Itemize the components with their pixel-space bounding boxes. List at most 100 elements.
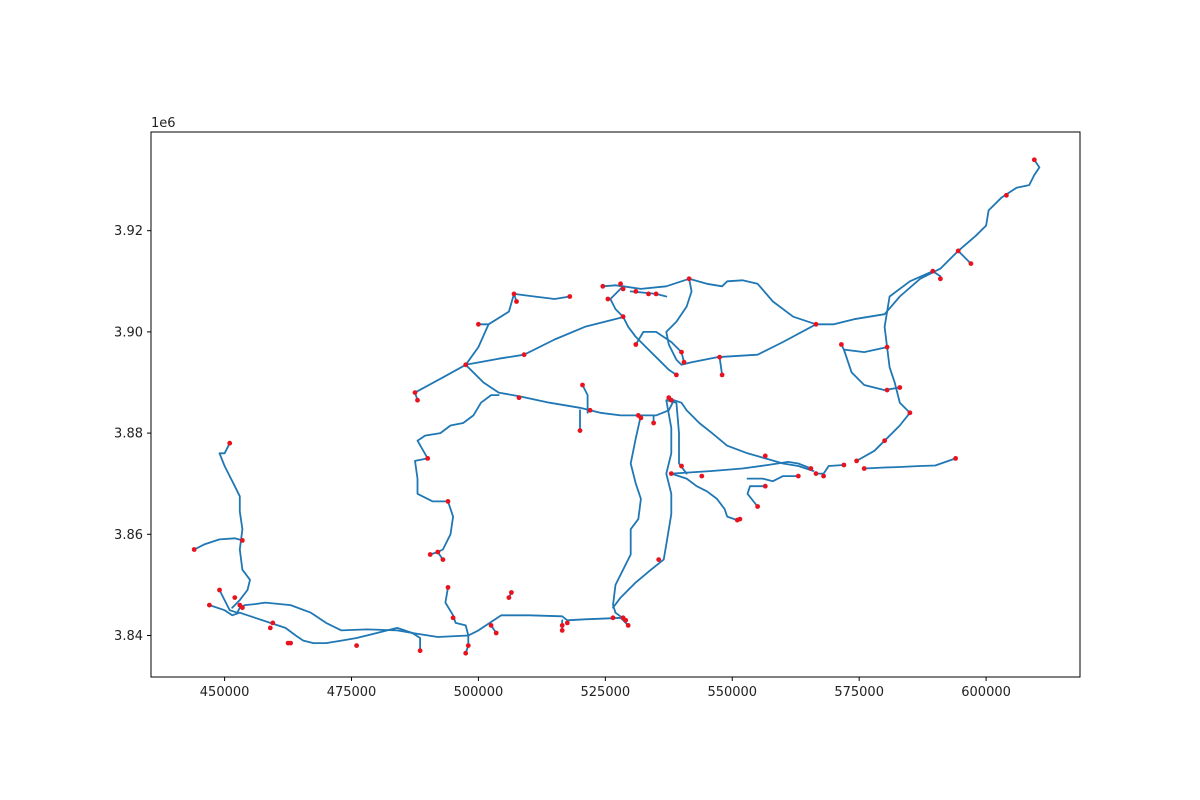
y-axis: 3.84 3.86 3.88 3.90 3.92 (114, 224, 151, 644)
data-point (506, 595, 512, 600)
data-point (514, 299, 519, 304)
x-tick-label: 475000 (327, 685, 377, 700)
data-point (270, 620, 276, 626)
data-point (463, 650, 469, 656)
network-line (208, 604, 422, 652)
data-point (656, 557, 662, 562)
data-point (564, 620, 570, 626)
data-point (623, 617, 629, 623)
network-line (612, 414, 642, 622)
network-line (815, 464, 845, 475)
data-point (955, 248, 961, 254)
x-tick-label: 450000 (200, 685, 250, 700)
network-line (670, 460, 812, 475)
data-point (511, 291, 517, 297)
network-line (840, 343, 888, 354)
network-line (746, 485, 767, 508)
data-point (559, 623, 565, 628)
data-point (651, 420, 656, 426)
network-line (464, 363, 637, 417)
network-line (746, 475, 800, 483)
network-line (411, 632, 470, 638)
data-point (267, 625, 273, 631)
data-point (465, 643, 471, 648)
data-point (559, 628, 565, 633)
data-point (600, 283, 606, 289)
x-tick-label: 600000 (961, 685, 1011, 700)
data-point (440, 557, 446, 562)
data-point (674, 372, 679, 378)
data-point (699, 473, 705, 479)
network-line (665, 277, 817, 366)
data-point (813, 321, 819, 327)
data-point (217, 587, 222, 593)
network-line (863, 457, 957, 470)
data-point (653, 291, 659, 297)
data-point (450, 615, 456, 621)
data-point (762, 453, 768, 459)
network-line (218, 442, 251, 609)
data-point (968, 261, 974, 266)
data-point (620, 314, 626, 320)
data-point (633, 289, 639, 294)
data-point (577, 428, 583, 433)
network-line (464, 316, 622, 366)
data-point (882, 438, 887, 444)
data-point (488, 623, 494, 628)
x-tick-label: 550000 (707, 685, 757, 700)
data-point (717, 354, 722, 360)
network-line (581, 384, 589, 414)
data-point (953, 456, 958, 461)
data-point (930, 268, 936, 274)
data-point (445, 499, 451, 504)
data-point (897, 385, 903, 390)
data-point (620, 286, 626, 292)
data-point (354, 643, 359, 648)
network-line (612, 399, 673, 609)
data-point (191, 547, 197, 552)
endpoint-markers (191, 157, 1037, 656)
data-point (610, 615, 616, 621)
data-point (580, 382, 585, 388)
data-point (679, 463, 684, 469)
data-point (681, 359, 687, 365)
data-point (737, 516, 743, 522)
data-point (516, 395, 522, 401)
data-point (207, 602, 212, 608)
data-point (821, 473, 826, 479)
data-point (227, 440, 233, 446)
data-point (907, 410, 913, 416)
data-point (795, 473, 801, 479)
network-line (414, 292, 571, 394)
data-point (240, 605, 245, 611)
x-tick-label: 525000 (581, 685, 631, 700)
data-point (1031, 157, 1037, 163)
data-point (841, 462, 847, 468)
y-tick-label: 3.92 (114, 224, 143, 239)
data-point (938, 276, 943, 282)
data-point (884, 387, 890, 393)
y-tick-label: 3.90 (114, 325, 143, 340)
network-line (855, 270, 942, 462)
data-point (884, 344, 890, 350)
data-point (646, 291, 651, 297)
data-point (638, 415, 644, 421)
data-point (813, 471, 819, 476)
data-point (425, 456, 431, 461)
data-point (625, 623, 631, 628)
data-point (509, 590, 514, 595)
data-point (1004, 192, 1009, 198)
data-point (587, 407, 593, 413)
network-line (218, 589, 414, 634)
data-point (605, 296, 611, 302)
y-tick-label: 3.88 (114, 427, 143, 442)
x-axis: 450000 475000 500000 525000 550000 575000 6000… (200, 677, 1011, 700)
data-point (445, 585, 451, 590)
data-point (240, 538, 245, 543)
plot-area (151, 132, 1080, 677)
data-point (719, 372, 725, 378)
data-point (412, 390, 418, 395)
network-line (601, 277, 835, 326)
data-point (427, 552, 433, 557)
